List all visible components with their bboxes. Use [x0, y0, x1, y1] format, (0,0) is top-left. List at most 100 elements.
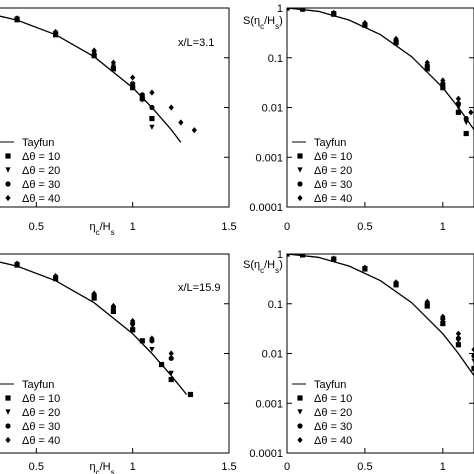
legend-entry-label: Δθ = 10: [314, 151, 352, 163]
legend-swatch-diamond: [5, 436, 11, 444]
x-tick-label: 0.5: [357, 461, 372, 473]
data-point-circle: [168, 355, 174, 361]
legend-swatch-circle: [5, 181, 11, 187]
series-line-tayfun: [0, 261, 188, 395]
legend-entry-label: Δθ = 10: [22, 151, 60, 163]
plot-frame: [286, 7, 474, 208]
x-tick-label: 0.5: [29, 461, 44, 473]
data-point-diamond: [424, 59, 430, 66]
x-tick-label: 1.5: [221, 461, 236, 473]
legend-entry-label: Δθ = 20: [314, 165, 352, 177]
data-point-triangle: [149, 124, 155, 130]
data-point-diamond: [440, 313, 446, 320]
legend-entry-label: Δθ = 30: [314, 179, 352, 191]
panel-annotation: x/L=15.9: [178, 282, 221, 294]
data-point-circle: [455, 100, 462, 107]
chart-panel-1: 0.5 1 1.5 ηc/Hs x/L=3.1 Tayfun Δθ = 10 Δθ = 20 Δ…: [0, 7, 237, 237]
data-point-diamond: [455, 330, 462, 337]
legend-entry-label: Δθ = 40: [22, 193, 60, 205]
legend: Tayfun Δθ = 10 Δθ = 20 Δθ = 30 Δθ = 40: [0, 379, 60, 447]
series-line-tayfun: [287, 8, 474, 130]
legend-swatch-triangle: [5, 167, 11, 173]
data-point-diamond: [393, 35, 399, 42]
legend-entry-label: Δθ = 40: [314, 435, 352, 447]
legend: Tayfun Δθ = 10 Δθ = 20 Δθ = 30 Δθ = 40: [0, 137, 60, 205]
legend-swatch-circle: [297, 181, 303, 187]
x-tick-label: 0: [284, 221, 290, 233]
data-point-square: [149, 115, 155, 122]
legend-entry-label: Δθ = 40: [22, 435, 60, 447]
legend-entry-label: Tayfun: [314, 379, 346, 391]
x-tick-label: 0.5: [357, 221, 372, 233]
x-axis-label: ηc/Hs: [89, 221, 114, 237]
y-tick-label: 0.1: [268, 53, 283, 65]
data-point-diamond: [168, 350, 174, 357]
data-point-diamond: [393, 279, 399, 286]
legend-swatch-triangle: [297, 409, 303, 415]
legend-swatch-square: [297, 153, 303, 159]
legend-swatch-circle: [5, 423, 11, 429]
series-line-tayfun: [287, 254, 474, 376]
chart-panel-4: 0 0.5 1 1 0.1 0.01 0.001 0.0001 S(ηc/Hs) Tayfun Δθ…: [243, 249, 474, 473]
y-tick-label: 0.1: [268, 299, 283, 311]
legend-swatch-square: [5, 153, 11, 159]
y-tick-label: 0.0001: [249, 448, 283, 460]
legend-entry-label: Δθ = 30: [314, 421, 352, 433]
data-point-square: [130, 327, 136, 333]
chart-panel-3: 0.5 1 1.5 ηc/Hs x/L=15.9 Tayfun Δθ = 10 Δθ = 20…: [0, 253, 237, 474]
data-point-triangle: [139, 97, 145, 103]
x-tick-label: 1: [440, 221, 446, 233]
series-line-tayfun: [0, 15, 182, 143]
y-axis-label: S(ηc/Hs): [243, 15, 283, 31]
legend-swatch-square: [297, 395, 303, 401]
data-point-circle: [463, 115, 469, 122]
data-point-diamond: [287, 8, 290, 12]
data-point-diamond: [130, 317, 136, 325]
y-tick-label: 0.01: [262, 349, 283, 361]
legend-entry-label: Δθ = 20: [22, 407, 60, 419]
data-point-diamond: [468, 109, 474, 116]
legend-entry-label: Δθ = 20: [314, 407, 352, 419]
legend-swatch-triangle: [297, 167, 303, 173]
legend-entry-label: Δθ = 10: [314, 393, 352, 405]
data-point-diamond: [362, 264, 368, 271]
data-point-diamond: [53, 272, 59, 280]
data-point-square: [471, 365, 474, 372]
data-point-diamond: [91, 290, 97, 297]
data-point-square: [455, 342, 462, 348]
data-point-diamond: [287, 254, 290, 258]
legend-swatch-square: [5, 395, 11, 401]
chart-panel-2: 0 0.5 1 1 0.1 0.01 0.001 0.0001 S(ηc/Hs) Tayfun Δθ…: [243, 3, 474, 233]
data-point-diamond: [362, 19, 368, 27]
x-tick-label: 1: [130, 221, 136, 233]
data-point-diamond: [91, 47, 97, 54]
legend-entry-label: Tayfun: [22, 379, 54, 391]
data-point-circle: [91, 52, 97, 58]
data-point-diamond: [331, 9, 337, 16]
data-point-circle: [110, 65, 116, 71]
y-axis-label: S(ηc/Hs): [243, 259, 283, 275]
panel-annotation: x/L=3.1: [178, 37, 214, 49]
data-point-triangle: [455, 104, 462, 111]
plot-area: [0, 260, 194, 398]
plot-area: [287, 254, 474, 376]
data-point-diamond: [299, 254, 306, 258]
x-tick-label: 1: [440, 461, 446, 473]
plot-area: [0, 15, 197, 143]
data-point-circle: [130, 81, 136, 87]
data-point-triangle: [471, 358, 474, 364]
x-axis-label: ηc/Hs: [89, 461, 114, 474]
data-point-triangle: [463, 119, 469, 126]
y-tick-label: 0.001: [255, 398, 283, 410]
data-point-square: [168, 376, 174, 383]
legend: Tayfun Δθ = 10 Δθ = 20 Δθ = 30 Δθ = 40: [292, 137, 352, 205]
y-tick-label: 0.0001: [249, 202, 283, 214]
data-point-diamond: [110, 59, 116, 66]
legend-swatch-triangle: [5, 409, 11, 415]
x-tick-label: 1.5: [221, 221, 236, 233]
data-point-diamond: [178, 119, 184, 126]
y-tick-label: 0.01: [262, 103, 283, 115]
data-point-square: [463, 130, 469, 137]
plot-area: [287, 8, 474, 137]
